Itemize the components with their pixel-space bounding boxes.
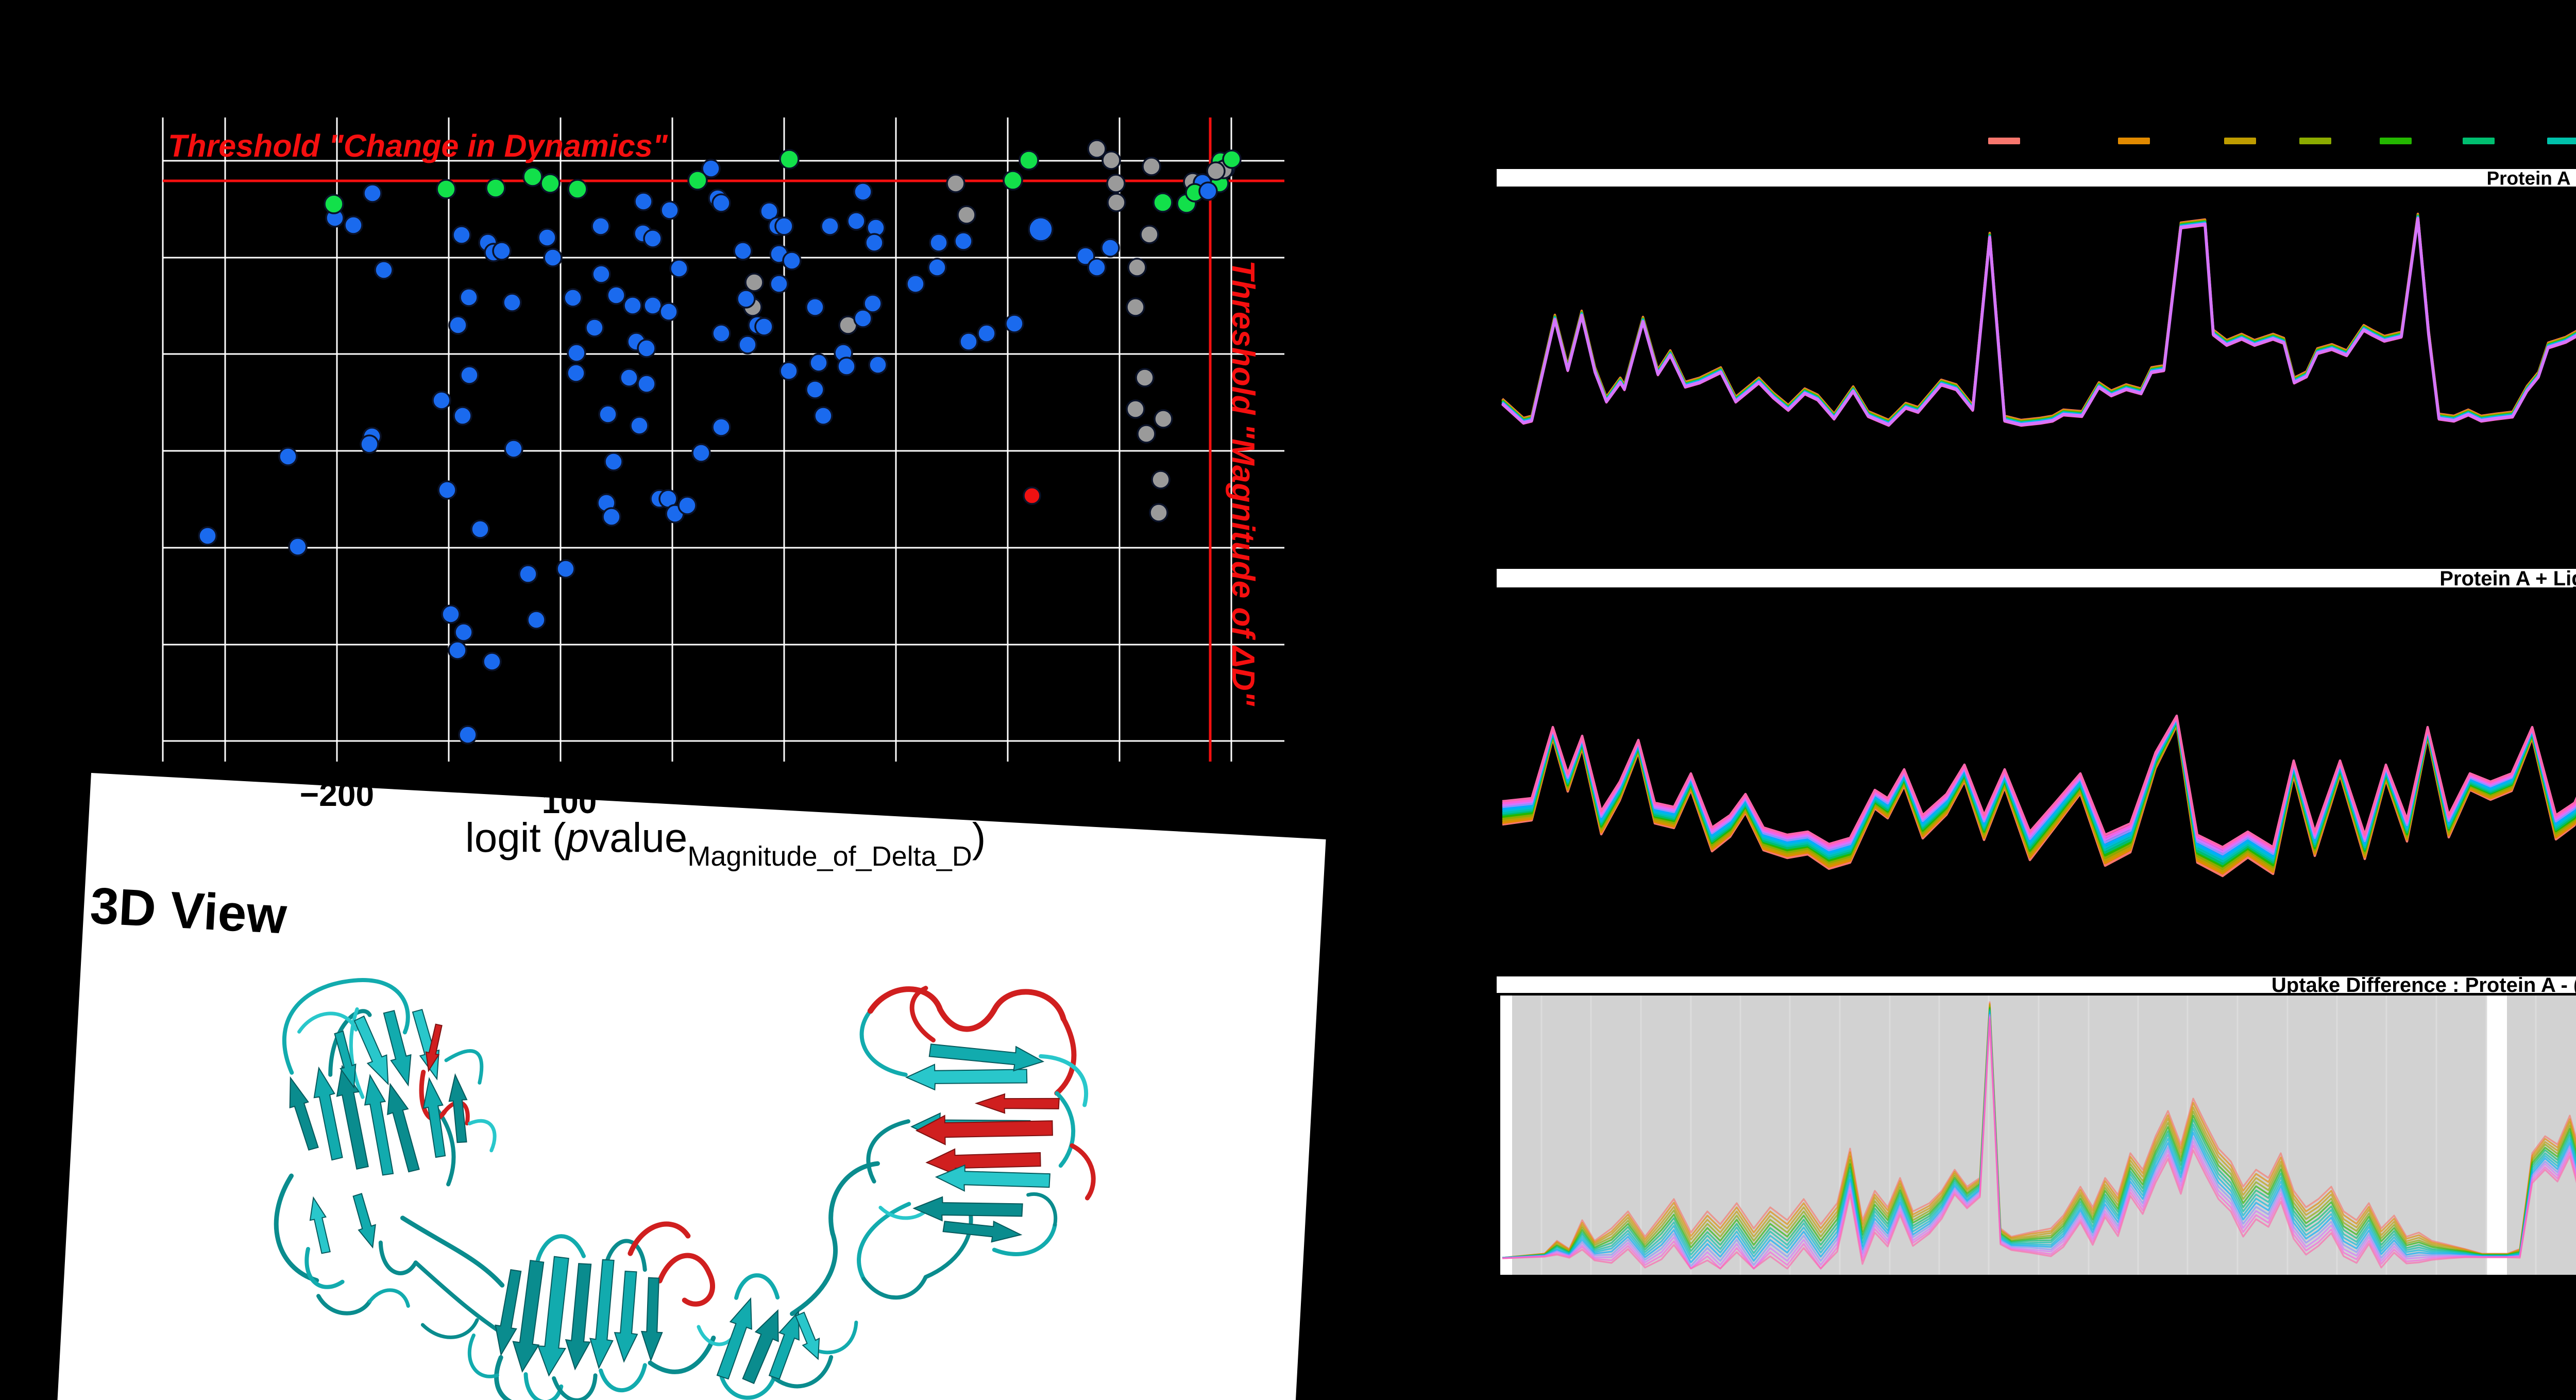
svg-text:Uptake Difference : Protein A: Uptake Difference : Protein A - (Protein…: [2272, 974, 2576, 997]
svg-text:logit (pvalueMagnitude_of_Delt: logit (pvalueMagnitude_of_Delta_D): [465, 815, 986, 872]
svg-text:Protein A + Ligand: Protein A + Ligand: [2439, 567, 2576, 590]
svg-text:Protein A: Protein A: [2486, 168, 2570, 189]
svg-text:100: 100: [542, 783, 597, 820]
svg-text:Threshold "Magnitude of ΔD": Threshold "Magnitude of ΔD": [1225, 260, 1261, 707]
svg-text:Threshold "Change in Dynamics": Threshold "Change in Dynamics": [168, 128, 668, 163]
svg-text:−200: −200: [300, 776, 374, 813]
